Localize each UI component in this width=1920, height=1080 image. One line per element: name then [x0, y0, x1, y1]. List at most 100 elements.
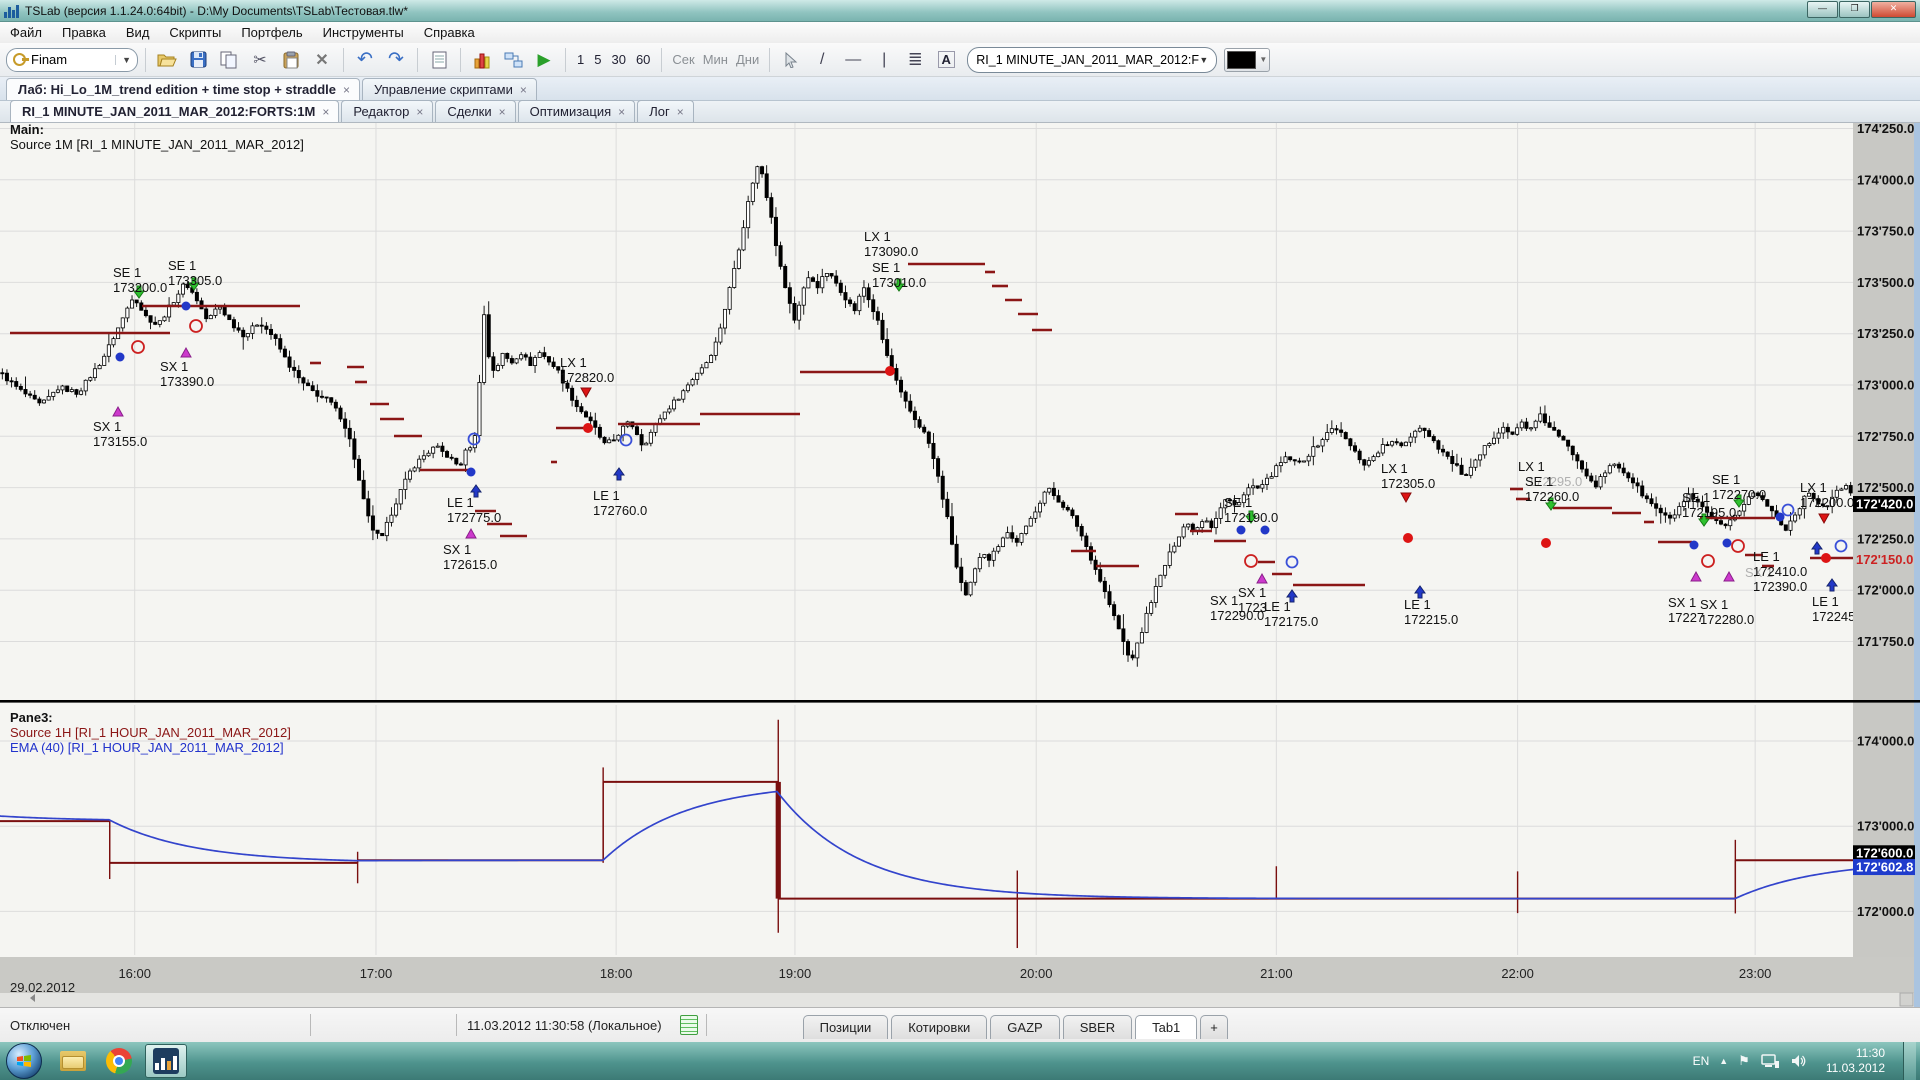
cut-button[interactable]: ✂ — [246, 46, 274, 74]
add-tab-button[interactable]: + — [1200, 1015, 1228, 1039]
taskbar-clock[interactable]: 11:30 11.03.2012 — [1818, 1046, 1893, 1076]
open-folder-icon — [157, 54, 177, 66]
text-tool-button[interactable]: A — [932, 46, 960, 74]
close-icon[interactable]: × — [519, 82, 527, 97]
timeframe-group: 1 5 30 60 — [573, 49, 654, 70]
long-exit-triangle-icon — [1400, 492, 1412, 504]
doc-tab-Редактор[interactable]: Редактор × — [341, 100, 434, 122]
run-icon: ▶ — [537, 49, 551, 69]
delete-button[interactable]: ✕ — [308, 46, 336, 74]
log-journal-icon[interactable] — [679, 1015, 698, 1035]
trade-label: SE 1 173200.0 — [113, 265, 167, 295]
close-icon[interactable]: × — [416, 104, 424, 119]
date-label: 29.02.2012 — [10, 980, 75, 995]
start-button[interactable] — [6, 1043, 42, 1079]
properties-button[interactable] — [425, 46, 453, 74]
trendline-tool-button[interactable]: / — [808, 46, 836, 74]
lab-tab-Лаб: Hi_Lo_1M_trend edition + time stop + straddle[interactable]: Лаб: Hi_Lo_1M_trend edition + time stop … — [6, 78, 360, 100]
close-button[interactable]: ✕ — [1871, 1, 1916, 18]
instrument-combo[interactable]: RI_1 MINUTE_JAN_2011_MAR_2012:FORTS ▼ — [967, 46, 1218, 73]
close-icon[interactable]: × — [498, 104, 506, 119]
taskbar-explorer-button[interactable] — [53, 1045, 93, 1077]
speaker-icon[interactable] — [1790, 1053, 1808, 1069]
timeframe-60[interactable]: 60 — [635, 52, 651, 67]
doc-tab-row: RI_1 MINUTE_JAN_2011_MAR_2012:FORTS:1M × Р… — [0, 100, 1920, 123]
menu-item-Файл[interactable]: Файл — [10, 25, 42, 40]
trade-label: SE 1 172270.0 — [1712, 472, 1766, 502]
maximize-button[interactable]: ❐ — [1839, 1, 1870, 18]
time-axis-tick: 19:00 — [779, 966, 812, 981]
cursor-tool-button[interactable] — [777, 46, 805, 74]
order-ring-icon — [1834, 539, 1848, 553]
close-icon[interactable]: × — [342, 82, 350, 97]
status-tab-SBER[interactable]: SBER — [1062, 1015, 1133, 1039]
tslab-app-icon — [4, 4, 20, 18]
stop-ring-icon — [1731, 539, 1745, 553]
unit-Сек[interactable]: Сек — [672, 52, 695, 67]
tray-expand-icon[interactable]: ▲ — [1719, 1056, 1729, 1066]
scrollbar-corner[interactable] — [1899, 992, 1914, 1007]
close-icon[interactable]: × — [618, 104, 626, 119]
color-swatch-button[interactable]: ▼ — [1224, 47, 1271, 72]
trade-label: SX 1 17227 — [1668, 595, 1704, 625]
menu-item-Справка[interactable]: Справка — [423, 25, 475, 40]
menu-item-Инструменты[interactable]: Инструменты — [322, 25, 404, 40]
doc-tab-Сделки[interactable]: Сделки × — [435, 100, 516, 122]
lab-tab-Управление скриптами[interactable]: Управление скриптами × — [362, 78, 537, 100]
menu-bar: Файл Правка Вид Скрипты Портфель Инструменты С… — [0, 22, 1920, 44]
menu-item-Скрипты[interactable]: Скрипты — [169, 25, 222, 40]
chevron-down-icon: ▼ — [115, 54, 131, 65]
menu-item-Портфель[interactable]: Портфель — [241, 25, 303, 40]
exit-dot-icon — [1403, 533, 1413, 543]
paste-button[interactable] — [277, 46, 305, 74]
menu-item-Правка[interactable]: Правка — [61, 25, 106, 40]
price-axis: 174'250.0 174'000.0 173'750.0 173'500.0 173'… — [1853, 121, 1915, 919]
timeframe-5[interactable]: 5 — [594, 52, 602, 67]
script-button[interactable] — [499, 46, 527, 74]
scroll-left-icon[interactable] — [30, 994, 35, 1002]
doc-tab-RI_1 MINUTE_JAN_2011_MAR_2012:FORTS:1M[interactable]: RI_1 MINUTE_JAN_2011_MAR_2012:FORTS:1M × — [10, 100, 340, 122]
timeframe-1[interactable]: 1 — [577, 52, 585, 67]
account-combo[interactable]: Finam ▼ — [6, 47, 138, 72]
open-button[interactable] — [153, 46, 181, 74]
redo-button[interactable]: ↷ — [382, 46, 410, 74]
close-icon[interactable]: × — [676, 104, 684, 119]
show-desktop-button[interactable] — [1903, 1042, 1916, 1080]
fib-tool-button[interactable]: ≣ — [901, 46, 929, 74]
status-tab-Позиции[interactable]: Позиции — [802, 1015, 889, 1039]
action-center-flag-icon[interactable]: ⚑ — [1738, 1053, 1750, 1068]
position-dot-icon — [181, 301, 191, 311]
status-tab-Котировки[interactable]: Котировки — [891, 1015, 988, 1039]
pane-splitter[interactable] — [0, 700, 1920, 703]
taskbar-chrome-button[interactable] — [99, 1045, 139, 1077]
status-tab-GAZP[interactable]: GAZP — [990, 1015, 1060, 1039]
run-button[interactable]: ▶ — [530, 46, 558, 74]
language-indicator[interactable]: EN — [1692, 1054, 1710, 1068]
status-tab-Tab1[interactable]: Tab1 — [1135, 1015, 1198, 1039]
copy-button[interactable] — [215, 46, 243, 74]
unit-Дни[interactable]: Дни — [736, 52, 760, 67]
network-icon[interactable] — [1760, 1053, 1780, 1069]
hline-tool-button[interactable]: — — [839, 46, 867, 74]
clock-time: 11:30 — [1855, 1046, 1885, 1060]
unit-Мин[interactable]: Мин — [702, 52, 728, 67]
chart-area[interactable]: SE 1 173200.0 SE 1 173305.0 SX 1 173390.0 SX 1… — [0, 121, 1920, 1007]
close-icon[interactable]: × — [322, 104, 330, 119]
menu-item-Вид[interactable]: Вид — [125, 25, 150, 40]
chevron-down-icon: ▼ — [1199, 54, 1209, 65]
undo-button[interactable]: ↶ — [351, 46, 379, 74]
save-button[interactable] — [184, 46, 212, 74]
doc-tab-Лог[interactable]: Лог × — [637, 100, 694, 122]
trade-label: SE 1 173305.0 — [168, 258, 222, 288]
timeframe-30[interactable]: 30 — [611, 52, 626, 67]
order-ring-icon — [467, 432, 481, 446]
tslab-icon — [153, 1048, 179, 1074]
pane3-legend: Pane3: Source 1H [RI_1 HOUR_JAN_2011_MAR_… — [10, 710, 291, 755]
minimize-button[interactable]: — — [1807, 1, 1838, 18]
chart-button[interactable] — [468, 46, 496, 74]
taskbar-tslab-button[interactable] — [145, 1044, 187, 1078]
trade-label: SX 1 172290.0 — [1210, 593, 1264, 623]
chart-canvas[interactable]: SE 1 173200.0SE 1 173305.0 SX 1 173390.0 SX 1… — [0, 121, 1920, 1007]
vline-tool-button[interactable]: | — [870, 46, 898, 74]
doc-tab-Оптимизация[interactable]: Оптимизация × — [517, 100, 636, 122]
